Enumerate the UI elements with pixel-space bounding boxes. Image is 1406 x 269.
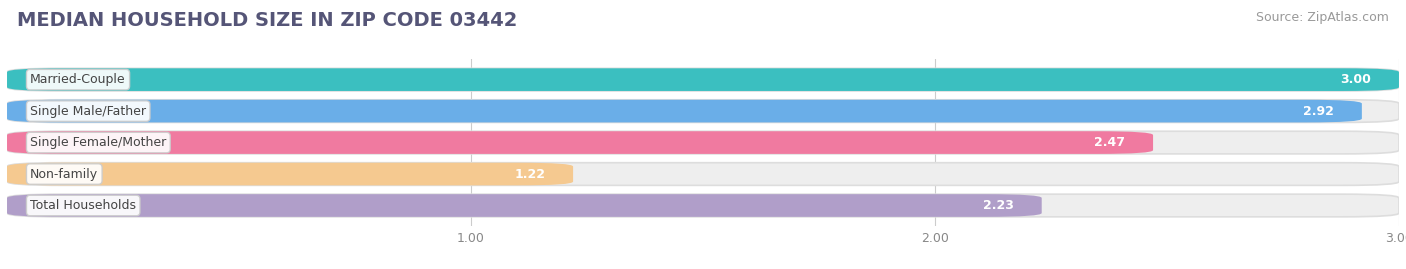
Text: Source: ZipAtlas.com: Source: ZipAtlas.com	[1256, 11, 1389, 24]
FancyBboxPatch shape	[7, 131, 1153, 154]
Text: Non-family: Non-family	[31, 168, 98, 180]
Text: 3.00: 3.00	[1340, 73, 1371, 86]
FancyBboxPatch shape	[7, 194, 1042, 217]
Text: MEDIAN HOUSEHOLD SIZE IN ZIP CODE 03442: MEDIAN HOUSEHOLD SIZE IN ZIP CODE 03442	[17, 11, 517, 30]
FancyBboxPatch shape	[7, 68, 1399, 91]
FancyBboxPatch shape	[7, 163, 574, 185]
Text: Single Male/Father: Single Male/Father	[31, 105, 146, 118]
Text: Married-Couple: Married-Couple	[31, 73, 127, 86]
FancyBboxPatch shape	[7, 131, 1399, 154]
Text: Total Households: Total Households	[31, 199, 136, 212]
Text: 2.23: 2.23	[983, 199, 1014, 212]
FancyBboxPatch shape	[7, 194, 1399, 217]
Text: 2.47: 2.47	[1094, 136, 1125, 149]
Text: 2.92: 2.92	[1303, 105, 1334, 118]
FancyBboxPatch shape	[7, 100, 1362, 122]
FancyBboxPatch shape	[7, 163, 1399, 185]
Text: 1.22: 1.22	[515, 168, 546, 180]
FancyBboxPatch shape	[7, 100, 1399, 122]
FancyBboxPatch shape	[7, 68, 1399, 91]
Text: Single Female/Mother: Single Female/Mother	[31, 136, 166, 149]
